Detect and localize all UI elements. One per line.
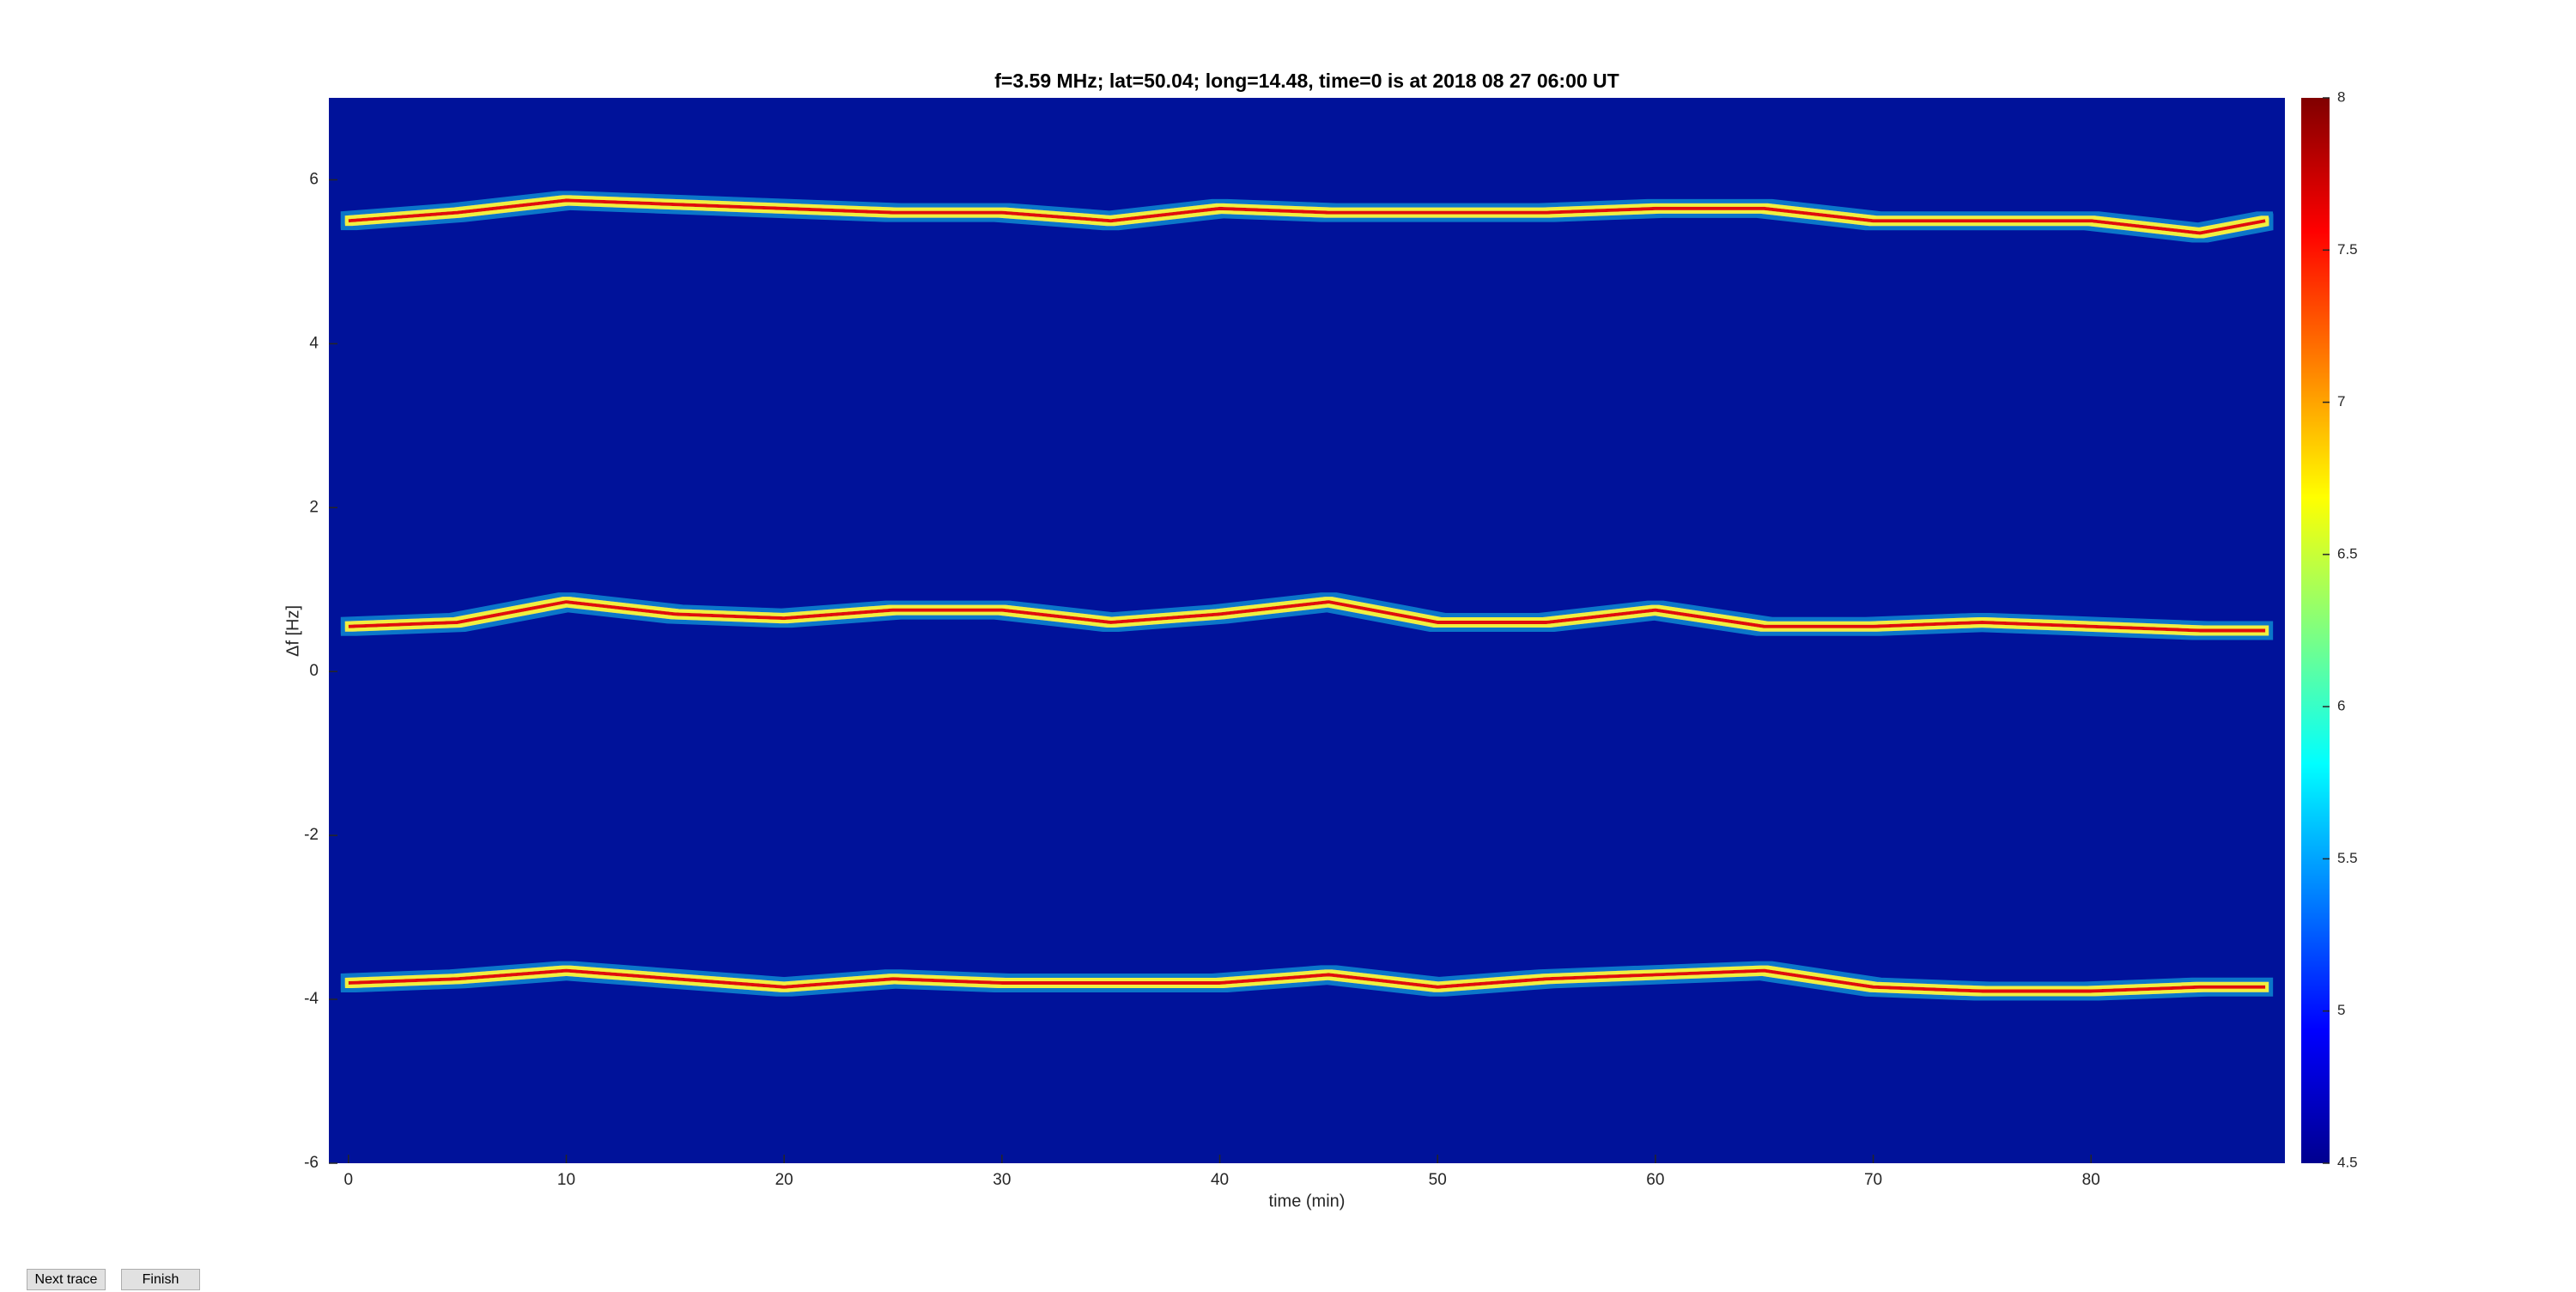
y-axis-label: Δf [Hz] bbox=[283, 605, 302, 657]
plot-area bbox=[329, 98, 2285, 1163]
trace bbox=[348, 968, 2266, 993]
x-tick-label: 10 bbox=[557, 1171, 575, 1189]
y-tick-label: 2 bbox=[309, 498, 319, 516]
colorbar-tick-label: 7.5 bbox=[2337, 241, 2358, 258]
y-tick-label: 6 bbox=[309, 170, 319, 188]
next-trace-button[interactable]: Next trace bbox=[27, 1269, 106, 1290]
x-tick-label: 50 bbox=[1429, 1171, 1447, 1189]
trace bbox=[348, 600, 2266, 633]
chart-title: f=3.59 MHz; lat=50.04; long=14.48, time=… bbox=[994, 70, 1619, 92]
colorbar-tick-label: 8 bbox=[2337, 88, 2345, 105]
x-tick-label: 20 bbox=[775, 1171, 793, 1189]
y-tick-label: -6 bbox=[304, 1154, 319, 1172]
x-tick-label: 30 bbox=[993, 1171, 1011, 1189]
colorbar bbox=[2301, 98, 2330, 1163]
x-tick-label: 0 bbox=[344, 1171, 354, 1189]
x-tick-label: 80 bbox=[2082, 1171, 2100, 1189]
finish-button[interactable]: Finish bbox=[121, 1269, 200, 1290]
colorbar-tick-label: 6.5 bbox=[2337, 545, 2358, 561]
colorbar-tick-label: 5.5 bbox=[2337, 850, 2358, 866]
x-tick-label: 70 bbox=[1864, 1171, 1882, 1189]
trace bbox=[348, 198, 2266, 235]
colorbar-tick-label: 4.5 bbox=[2337, 1154, 2358, 1170]
chart: f=3.59 MHz; lat=50.04; long=14.48, time=… bbox=[283, 70, 2358, 1210]
y-tick-label: 0 bbox=[309, 662, 319, 680]
x-tick-label: 40 bbox=[1211, 1171, 1229, 1189]
y-tick-label: -4 bbox=[304, 990, 319, 1008]
x-axis-label: time (min) bbox=[1269, 1192, 1346, 1210]
x-tick-label: 60 bbox=[1646, 1171, 1664, 1189]
y-tick-label: 4 bbox=[309, 334, 319, 352]
colorbar-tick-label: 7 bbox=[2337, 393, 2345, 409]
colorbar-tick-label: 6 bbox=[2337, 698, 2345, 714]
y-tick-label: -2 bbox=[304, 826, 319, 844]
colorbar-tick-label: 5 bbox=[2337, 1002, 2345, 1018]
